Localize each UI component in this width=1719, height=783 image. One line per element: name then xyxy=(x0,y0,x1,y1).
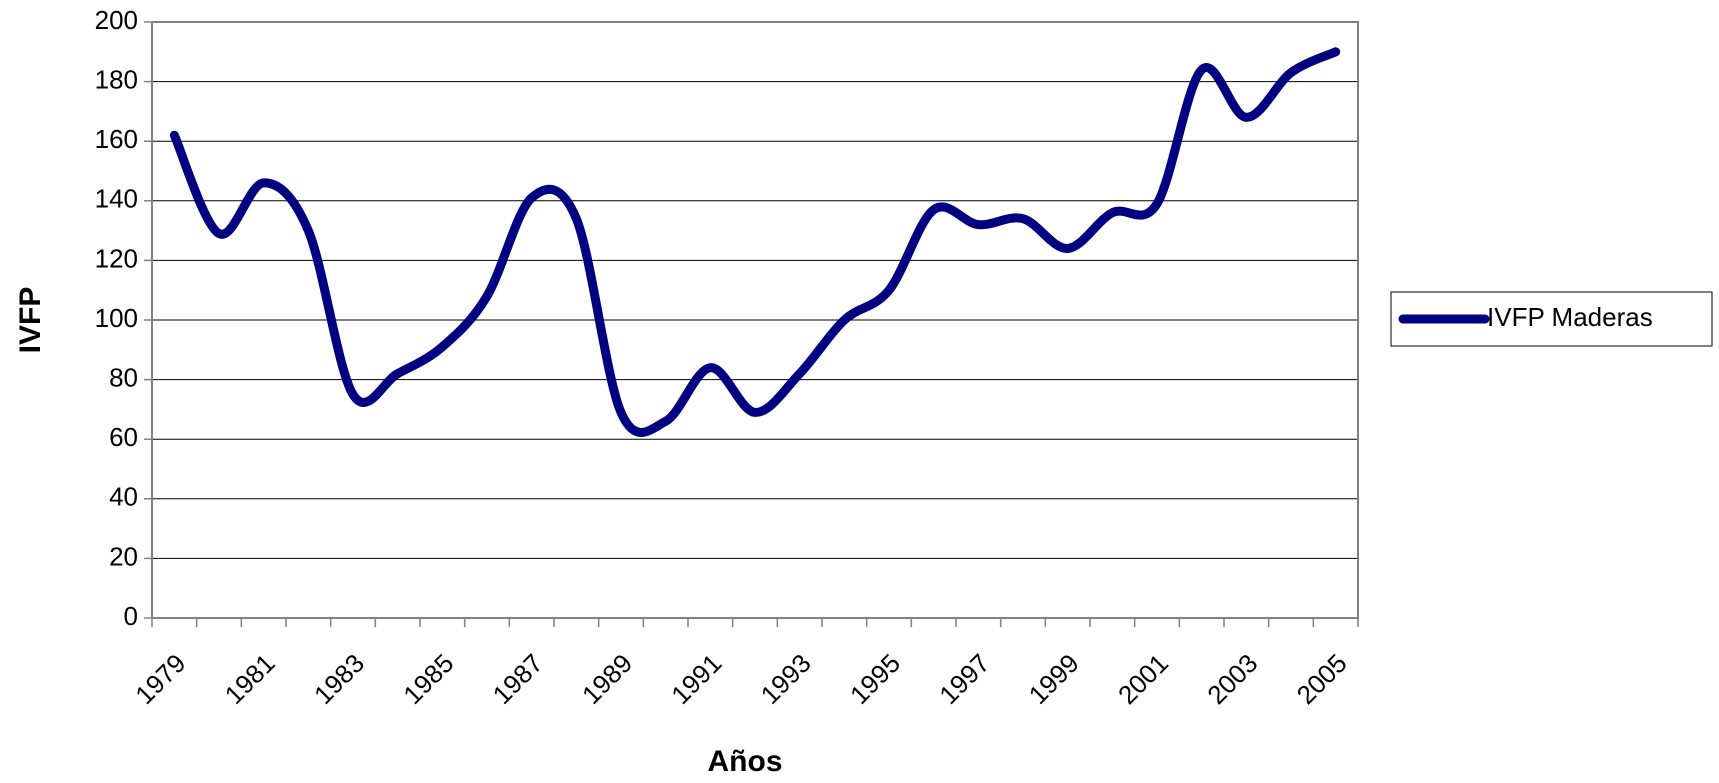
y-tick-label: 180 xyxy=(95,64,138,94)
x-tick-label: 1987 xyxy=(487,648,549,710)
y-tick-label: 140 xyxy=(95,184,138,214)
y-tick-label: 120 xyxy=(95,243,138,273)
y-tick-label: 20 xyxy=(109,541,138,571)
x-tick-label: 1991 xyxy=(665,648,727,710)
x-tick-label: 1997 xyxy=(933,648,995,710)
x-tick-label: 1983 xyxy=(308,648,370,710)
x-tick-label: 2001 xyxy=(1112,648,1174,710)
x-tick-label: 1993 xyxy=(755,648,817,710)
x-tick-label: 1995 xyxy=(844,648,906,710)
legend: IVFP Maderas xyxy=(1390,291,1713,347)
legend-label: IVFP Maderas xyxy=(1487,302,1653,332)
y-tick-label: 80 xyxy=(109,362,138,392)
x-tick-label: 1985 xyxy=(397,648,459,710)
y-tick-label: 160 xyxy=(95,124,138,154)
y-tick-label: 40 xyxy=(109,482,138,512)
x-tick-label: 1979 xyxy=(129,648,191,710)
y-tick-label: 200 xyxy=(95,5,138,35)
y-tick-label: 0 xyxy=(124,601,138,631)
y-tick-label: 100 xyxy=(95,303,138,333)
x-tick-label: 2003 xyxy=(1201,648,1263,710)
x-tick-label: 1989 xyxy=(576,648,638,710)
x-tick-label: 1981 xyxy=(219,648,281,710)
x-tick-label: 2005 xyxy=(1291,648,1353,710)
x-tick-label: 1999 xyxy=(1023,648,1085,710)
x-axis-title: Años xyxy=(708,745,783,778)
y-tick-label: 60 xyxy=(109,422,138,452)
series-line xyxy=(169,47,1341,437)
plot-border xyxy=(151,21,1359,619)
y-axis-title: IVFP xyxy=(14,287,47,354)
